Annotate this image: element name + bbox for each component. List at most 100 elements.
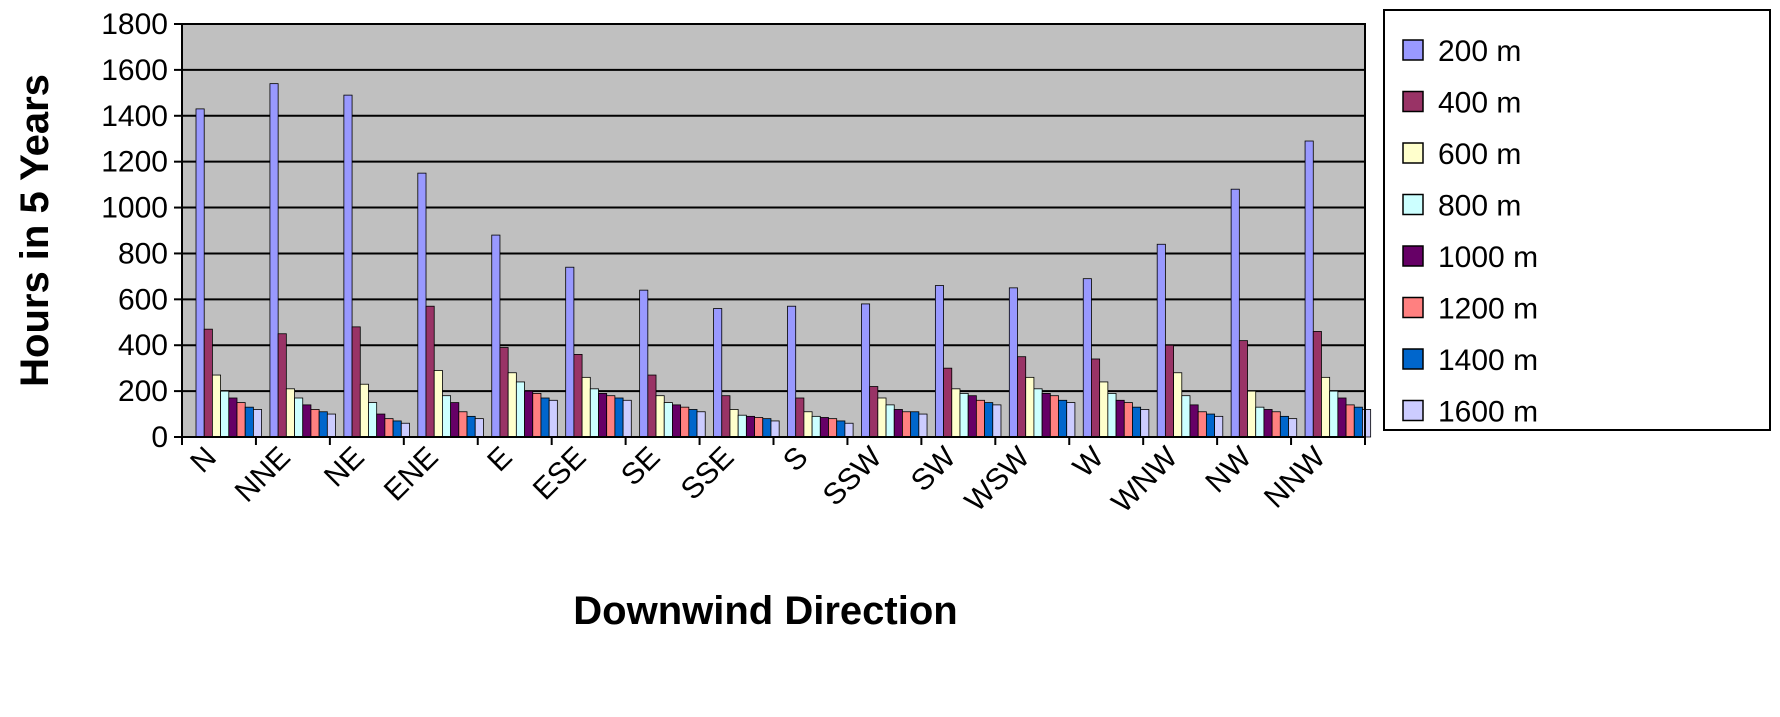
bar [269, 83, 279, 438]
bar [754, 417, 764, 438]
legend-box [1383, 9, 1771, 431]
bar [417, 172, 427, 438]
legend-label: 1200 m [1438, 293, 1538, 326]
bars [195, 83, 1372, 438]
bar [499, 347, 509, 438]
x-tick-label: NNE [229, 441, 297, 509]
legend-swatch [1402, 348, 1424, 370]
bar [1140, 409, 1150, 438]
bar [1025, 376, 1035, 438]
y-tick-label: 0 [151, 421, 168, 454]
bar [1288, 418, 1298, 438]
bar [1041, 393, 1051, 438]
legend-label: 1600 m [1438, 396, 1538, 429]
bar [713, 308, 723, 438]
bar [1173, 372, 1183, 438]
bar [655, 395, 665, 438]
bar [220, 390, 230, 438]
bar [1247, 390, 1257, 438]
y-tick-label: 800 [118, 237, 168, 270]
bar [762, 418, 772, 438]
bar [310, 409, 320, 438]
bar [442, 395, 452, 438]
legend-label: 1400 m [1438, 344, 1538, 377]
bar [252, 409, 262, 438]
legend-label: 600 m [1438, 138, 1521, 171]
x-tick-label: WNW [1105, 440, 1184, 519]
bar [277, 333, 287, 438]
bar [934, 285, 944, 438]
bar [811, 415, 821, 438]
legend-swatch [1402, 399, 1424, 422]
bar [1181, 395, 1191, 438]
bar [318, 411, 328, 438]
bar [1230, 188, 1240, 438]
bar [836, 420, 846, 438]
bar [729, 409, 739, 438]
bar [195, 108, 205, 438]
legend-swatch [1402, 142, 1424, 164]
bar [1033, 388, 1043, 438]
y-tick-label: 1600 [101, 54, 168, 87]
bar [680, 406, 690, 438]
bar [869, 386, 879, 438]
y-tick-label: 1200 [101, 146, 168, 179]
bar [211, 374, 221, 438]
bar [368, 402, 378, 438]
bar [1091, 358, 1101, 438]
x-tick-label: SE [615, 441, 667, 493]
bar [466, 415, 476, 438]
bar [606, 395, 616, 438]
bar [1017, 356, 1027, 438]
bar [795, 397, 805, 438]
bar [532, 393, 542, 438]
y-tick-label: 400 [118, 329, 168, 362]
x-tick-label: ENE [378, 441, 445, 508]
bar [745, 415, 755, 438]
bar [294, 397, 304, 438]
bar [614, 397, 624, 438]
bar [1066, 402, 1076, 438]
bar [1189, 404, 1199, 438]
bar [639, 289, 649, 438]
bar [902, 411, 912, 438]
bar [433, 370, 443, 438]
bar [359, 383, 369, 438]
bar [515, 381, 525, 438]
bar [392, 420, 402, 438]
x-tick-label: E [481, 441, 518, 478]
bar [1362, 409, 1372, 438]
x-tick-label: W [1067, 440, 1111, 484]
bar [384, 418, 394, 438]
bar [1214, 415, 1224, 438]
y-axis-title: Hours in 5 Years [13, 74, 57, 387]
legend-label: 400 m [1438, 87, 1521, 120]
bar [203, 328, 213, 438]
bar [1238, 340, 1248, 438]
bar [943, 367, 953, 438]
bar [1353, 406, 1363, 438]
x-tick-label: N [184, 441, 223, 480]
bar [1337, 397, 1347, 438]
x-tick-label: SSW [817, 440, 889, 512]
legend-label: 1000 m [1438, 241, 1538, 274]
bar [573, 353, 583, 438]
legend-swatch [1402, 245, 1424, 267]
y-tick-label: 1800 [101, 8, 168, 41]
bar [1321, 376, 1331, 438]
bar [844, 422, 854, 438]
bar [565, 266, 575, 438]
y-tick-label: 600 [118, 283, 168, 316]
bar [992, 404, 1002, 438]
x-tick-label: ESE [527, 441, 593, 507]
x-tick-label: WSW [959, 440, 1037, 518]
y-tick-label: 200 [118, 375, 168, 408]
bar [1107, 393, 1117, 438]
y-tick-label: 1400 [101, 100, 168, 133]
bar [581, 376, 591, 438]
bar [236, 402, 246, 438]
bar [524, 390, 534, 438]
bar [663, 402, 673, 438]
